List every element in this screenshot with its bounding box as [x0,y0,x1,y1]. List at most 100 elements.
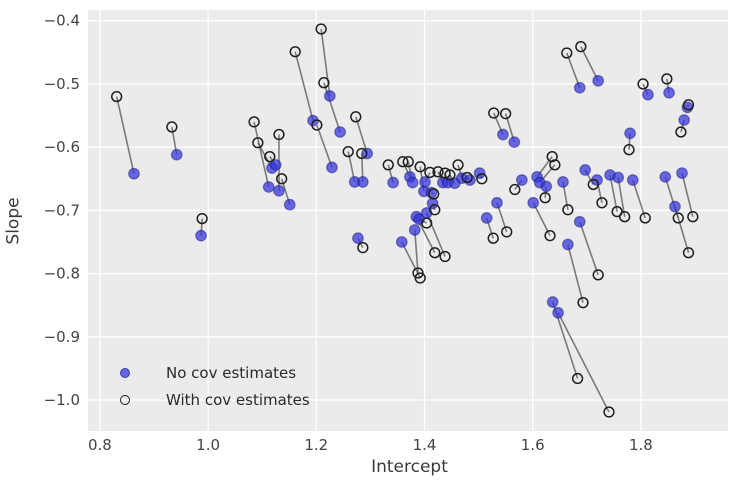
pair-connector [294,51,314,121]
data-point-with-cov [461,171,473,184]
pair-connector [532,202,551,237]
data-point-no-cov [508,136,521,149]
data-point-no-cov [269,158,282,171]
x-tick-label: 1.0 [196,436,220,454]
data-point-no-cov [464,174,476,186]
data-point-with-cov [111,90,123,103]
pair-connector [413,229,419,274]
data-point-no-cov [642,88,654,101]
data-point-no-cov [626,174,639,186]
data-point-no-cov [352,232,364,245]
data-point-no-cov [262,181,275,193]
data-point-with-cov [444,169,456,181]
data-point-no-cov [515,174,528,186]
data-point-with-cov [682,247,695,259]
data-point-with-cov [315,23,327,35]
data-point-with-cov [596,197,608,209]
y-tick-label: −0.8 [44,265,80,283]
pair-connector [609,174,618,212]
data-point-no-cov [612,171,625,184]
legend: No cov estimates With cov estimates [108,363,310,410]
data-point-with-cov [414,161,426,173]
pair-connector [557,312,610,413]
y-tick-label: −0.5 [44,75,80,93]
data-point-no-cov [678,114,691,126]
data-point-with-cov [276,173,288,185]
data-point-no-cov [557,176,569,188]
data-point-with-cov [196,212,208,225]
data-point-with-cov [682,99,695,111]
data-point-no-cov [579,164,592,176]
pair-connector [617,177,626,217]
data-point-with-cov [539,192,551,204]
legend-item-no-cov: No cov estimates [108,363,310,383]
data-point-no-cov [573,81,586,94]
data-point-no-cov [540,180,553,193]
data-point-with-cov [412,267,424,279]
legend-marker-with-cov [108,395,142,405]
data-point-with-cov [273,128,285,141]
data-point-with-cov [571,372,584,385]
data-point-with-cov [248,116,260,128]
data-point-no-cov [669,200,681,213]
data-point-no-cov [195,229,207,242]
data-point-with-cov [575,41,587,53]
data-point-no-cov [491,196,503,209]
data-point-no-cov [323,90,336,102]
y-tick-label: −0.7 [44,201,80,219]
data-point-with-cov [488,107,500,119]
data-point-no-cov [128,167,140,180]
data-point-with-cov [509,183,521,196]
data-point-with-cov [592,269,604,281]
pair-connector [253,121,270,188]
data-point-with-cov [603,406,615,418]
data-point-with-cov [289,46,301,58]
x-tick-label: 1.8 [629,436,653,454]
data-point-with-cov [357,242,369,254]
data-point-with-cov [562,204,574,216]
pair-connector [401,241,421,279]
data-point-with-cov [166,121,178,133]
data-point-with-cov [637,78,649,90]
data-point-with-cov [421,217,433,229]
data-point-no-cov [497,128,509,141]
data-point-with-cov [439,167,451,179]
data-point-with-cov [501,226,513,238]
pair-connector [579,221,599,276]
data-point-no-cov [426,197,439,210]
data-point-no-cov [473,167,486,179]
data-point-with-cov [397,156,409,168]
x-tick-label: 1.2 [304,436,328,454]
pair-connector [674,206,690,253]
legend-marker-no-cov [108,368,142,378]
data-point-no-cov [552,306,565,319]
data-point-no-cov [356,176,369,188]
data-point-with-cov [687,211,699,223]
data-point-no-cov [546,296,559,308]
pair-connector [580,46,599,82]
data-point-no-cov [283,198,296,211]
data-point-with-cov [342,145,354,158]
data-point-with-cov [661,73,673,85]
data-point-with-cov [577,297,589,309]
y-tick-label: −0.6 [44,138,80,156]
data-point-no-cov [170,148,183,161]
x-tick-label: 1.6 [521,436,545,454]
open-circle-icon [120,395,130,405]
data-point-with-cov [424,166,436,179]
data-point-no-cov [387,176,400,189]
data-point-no-cov [419,176,431,188]
data-point-with-cov [561,47,573,59]
data-point-with-cov [675,126,687,138]
pair-connector [355,116,368,154]
legend-label-no-cov: No cov estimates [166,364,297,382]
y-tick-label: −0.4 [44,12,80,30]
data-point-with-cov [487,232,499,244]
data-point-no-cov [663,86,675,99]
data-point-no-cov [480,212,493,224]
data-point-with-cov [318,77,330,89]
data-point-no-cov [334,126,347,138]
y-tick-label: −0.9 [44,328,80,346]
